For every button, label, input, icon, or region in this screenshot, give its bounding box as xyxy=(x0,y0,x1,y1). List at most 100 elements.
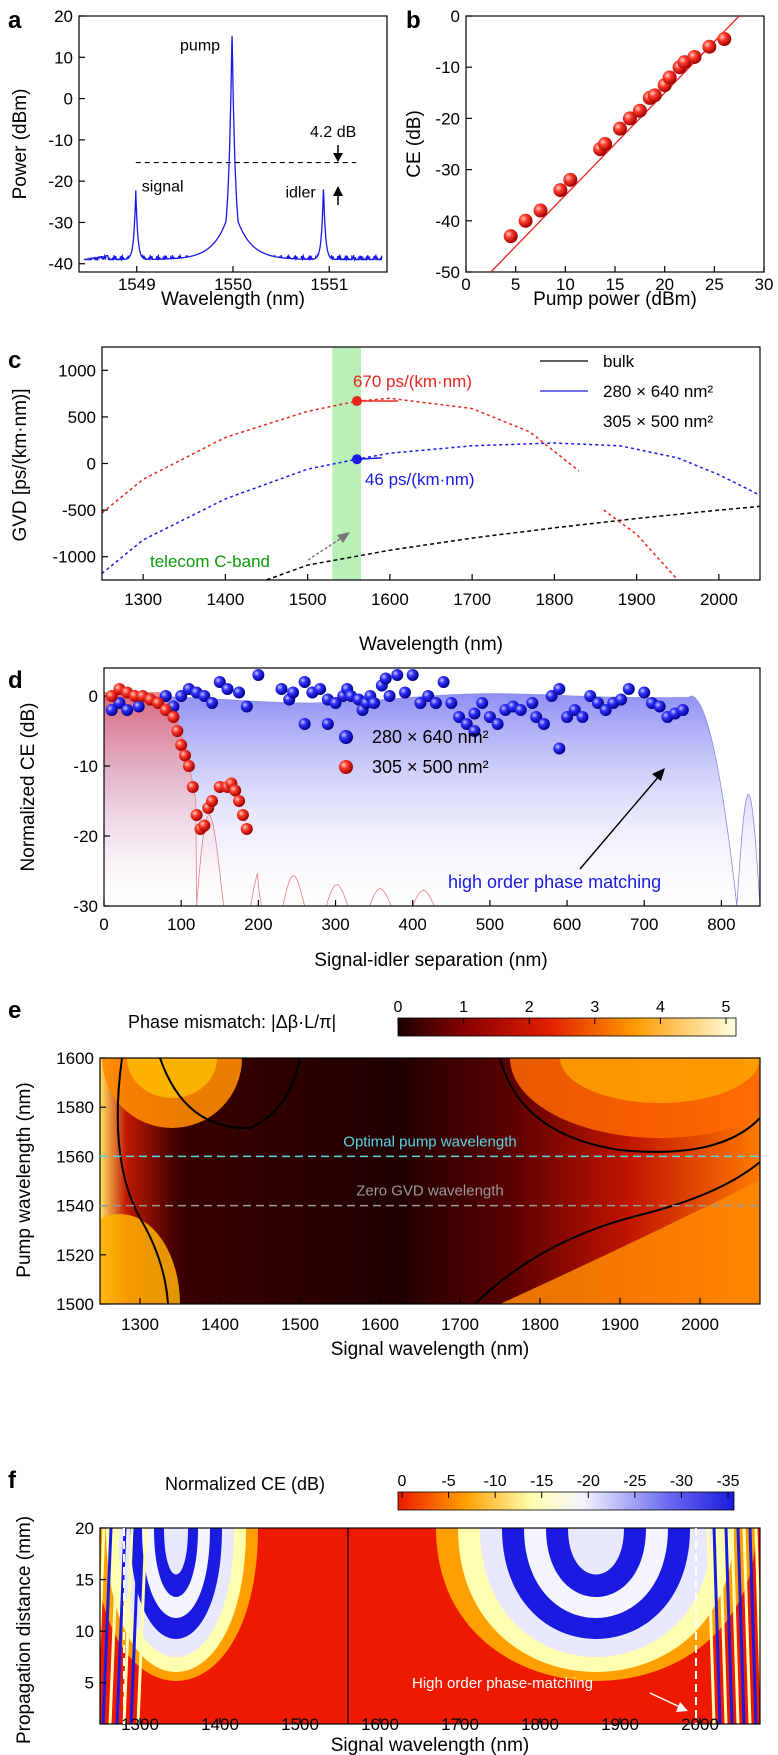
panel-c-xtick-label: 2000 xyxy=(700,590,738,609)
panel-e-ytick-label: 1540 xyxy=(56,1197,94,1216)
panel-d-point xyxy=(414,697,427,709)
panel-d-point xyxy=(179,749,192,762)
panel-d-point xyxy=(182,760,195,772)
panel-d-point xyxy=(186,781,199,793)
panel-b-xlabel: Pump power (dBm) xyxy=(533,289,697,310)
panel-c-ytick-label: -500 xyxy=(62,501,96,520)
panel-c-ylabel: GVD [ps/(km·nm)] xyxy=(10,388,31,541)
panel-d-point xyxy=(159,690,172,702)
panel-label-b: b xyxy=(406,7,421,34)
panel-d-xtick-label: 600 xyxy=(553,915,581,934)
panel-e-cb-label: 2 xyxy=(525,999,534,1016)
panel-f-xtick-label: 1800 xyxy=(521,1715,559,1734)
panel-d-point xyxy=(329,697,342,709)
panel-d-point xyxy=(175,739,188,751)
panel-b-ytick-label: -50 xyxy=(435,263,460,282)
panel-d-point xyxy=(599,704,612,716)
panel-f-edge-fringe xyxy=(712,1528,722,1724)
panel-f-edge-fringe xyxy=(122,1528,134,1724)
panel-e-cb-label: 5 xyxy=(722,999,731,1016)
panel-label-f: f xyxy=(8,1467,17,1494)
panel-c-legend: bulk 280 × 640 nm² 305 × 500 nm² xyxy=(540,352,713,431)
panel-d-point xyxy=(233,795,246,807)
panel-e-xtick-label: 1700 xyxy=(441,1315,479,1334)
panel-b-point xyxy=(533,203,548,218)
panel-f-cb-label: -5 xyxy=(441,1473,455,1490)
panel-a-xtick-label: 1551 xyxy=(310,275,348,294)
panel-label-a: a xyxy=(8,7,22,34)
panel-f-edge-fringe xyxy=(736,1528,746,1724)
panel-d-xtick-label: 100 xyxy=(167,915,195,934)
panel-d-point xyxy=(584,690,597,702)
panel-a-ytick-label: 10 xyxy=(54,48,73,67)
panel-a-ticks: 1549 1550 1551 20 10 0 -10 -20 -30 -40 xyxy=(48,7,348,294)
panel-b-point xyxy=(622,111,637,126)
panel-d-point xyxy=(167,711,180,723)
panel-label-c: c xyxy=(8,347,21,374)
panel-c-xtick-label: 1500 xyxy=(289,590,327,609)
panel-d-arrow xyxy=(579,774,661,870)
panel-d-point xyxy=(468,725,481,737)
panel-d-point xyxy=(229,784,242,797)
panel-d-point xyxy=(121,704,134,716)
panel-f-frame xyxy=(99,1527,761,1725)
panel-d-ytick-label: -20 xyxy=(73,827,98,846)
panel-d-point xyxy=(105,704,118,716)
panel-b-point xyxy=(563,172,578,187)
panel-f-ytick-label: 10 xyxy=(75,1622,94,1641)
panel-a-ytick-label: -40 xyxy=(48,255,73,274)
panel-c-cband-arrow xyxy=(307,536,344,561)
panel-d-legend: 280 × 640 nm² 305 × 500 nm² xyxy=(339,727,489,777)
panel-b-point xyxy=(612,121,627,136)
panel-d-point xyxy=(653,700,666,713)
panel-d-point xyxy=(483,711,496,723)
panel-f-xlabel: Signal wavelength (nm) xyxy=(331,1735,530,1755)
panel-f-cb-label: -30 xyxy=(670,1473,693,1490)
panel-e-zero-gvd-label: Zero GVD wavelength xyxy=(356,1183,504,1200)
panel-d-ytick-label: -10 xyxy=(73,757,98,776)
panel-d-point xyxy=(491,718,504,730)
panel-d-point xyxy=(198,690,211,702)
panel-a-spectrum-line xyxy=(83,35,383,263)
panel-f-edge-fringe xyxy=(101,1528,113,1724)
panel-f-xtick-label: 1900 xyxy=(601,1715,639,1734)
panel-b-xtick-label: 20 xyxy=(655,275,674,294)
panel-b-fit-line xyxy=(490,15,740,273)
legend-ball-blue xyxy=(339,730,353,744)
panel-a-label-pump: pump xyxy=(180,37,220,54)
panel-d-point xyxy=(437,676,450,688)
panel-b-chart: 0 5 10 15 20 25 30 0 -10 -20 -30 -40 -50 Pump power … xyxy=(404,7,773,310)
panel-a-label-idler: idler xyxy=(285,184,316,201)
panel-d-point xyxy=(321,718,334,730)
panel-d-point xyxy=(615,693,628,706)
panel-f-xtick-label: 1700 xyxy=(441,1715,479,1734)
panel-e-cb-label: 4 xyxy=(656,999,665,1016)
panel-f-edge-fringe xyxy=(718,1528,728,1724)
panel-e-xlabel: Signal wavelength (nm) xyxy=(331,1339,530,1360)
panel-d-point xyxy=(221,683,234,695)
panel-c-xlabel: Wavelength (nm) xyxy=(359,634,503,655)
panel-e-xtick-label: 1600 xyxy=(361,1315,399,1334)
panel-b-ytick-label: -10 xyxy=(435,58,460,77)
panel-c-xtick-label: 1300 xyxy=(124,590,162,609)
panel-d-point xyxy=(591,697,604,709)
panel-b-points xyxy=(503,32,732,244)
panel-f-xtick-label: 1400 xyxy=(201,1715,239,1734)
panel-d-point xyxy=(233,686,246,699)
panel-d-point xyxy=(422,690,435,702)
panel-b-ytick-label: -40 xyxy=(435,212,460,231)
panel-b-point xyxy=(598,137,613,151)
panel-b-point xyxy=(717,32,732,47)
panel-d-point xyxy=(198,819,211,832)
panel-f-ylabel: Propagation distance (mm) xyxy=(14,1516,35,1744)
panel-d-point xyxy=(622,683,635,695)
panel-c-ytick-label: 1000 xyxy=(58,361,96,380)
panel-d-point xyxy=(105,690,118,702)
panel-e-optimal-pump-label: Optimal pump wavelength xyxy=(343,1133,516,1150)
legend-label-305x500: 305 × 500 nm² xyxy=(603,412,713,431)
panel-e-chart: Phase mismatch: |Δβ·L/π| 0 1 2 3 4 5 1300 1400… xyxy=(14,999,761,1360)
panel-f-edge-fringe xyxy=(129,1528,141,1724)
panel-b-point xyxy=(662,70,677,85)
panel-d-xtick-label: 300 xyxy=(321,915,349,934)
